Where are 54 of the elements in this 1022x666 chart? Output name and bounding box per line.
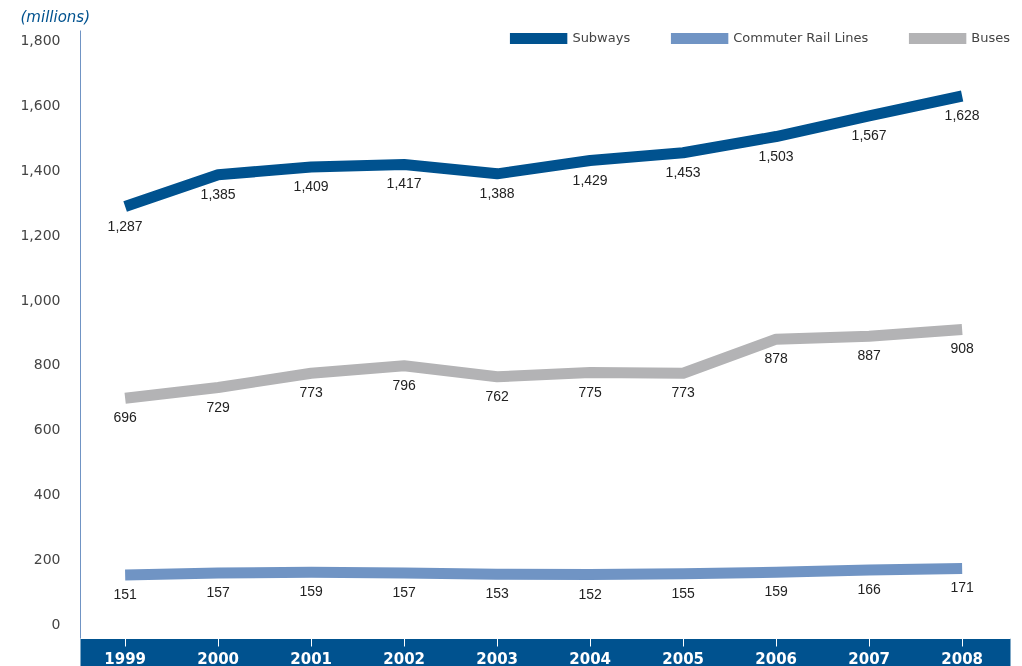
data-label: 773 — [671, 384, 696, 401]
x-tick-label: 2003 — [476, 649, 519, 666]
data-label: 1,503 — [758, 147, 794, 164]
data-label: 762 — [485, 387, 510, 404]
x-tick-label: 2004 — [569, 649, 612, 666]
y-axis-title: (millions) — [20, 7, 90, 26]
data-label: 1,453 — [665, 163, 701, 180]
data-label: 151 — [113, 585, 138, 602]
data-label: 878 — [764, 350, 789, 367]
data-label: 1,409 — [293, 178, 329, 195]
data-label: 887 — [857, 347, 882, 364]
data-label: 171 — [950, 579, 975, 596]
data-label: 155 — [671, 584, 696, 601]
y-tick-label: 1,600 — [20, 97, 61, 114]
data-label: 1,429 — [572, 171, 608, 188]
legend-label: Buses — [971, 30, 1010, 45]
data-label: 1,628 — [944, 107, 980, 123]
data-label: 1,287 — [107, 217, 143, 234]
x-tick-label: 2000 — [197, 649, 240, 666]
data-label: 166 — [857, 581, 882, 598]
x-tick-label: 2006 — [755, 649, 798, 666]
data-label: 157 — [392, 584, 417, 600]
y-tick-label: 1,400 — [20, 161, 61, 178]
legend-label: Commuter Rail Lines — [733, 30, 869, 45]
x-tick-label: 1999 — [104, 649, 147, 666]
x-tick-label: 2005 — [662, 649, 705, 666]
y-tick-label: 400 — [33, 486, 61, 503]
x-tick-label: 2007 — [848, 649, 891, 666]
data-label: 908 — [950, 340, 975, 357]
y-tick-label: 1,800 — [20, 32, 61, 49]
data-label: 152 — [578, 585, 603, 602]
data-label: 153 — [485, 585, 510, 602]
data-label: 796 — [392, 376, 417, 393]
data-label: 159 — [764, 583, 789, 600]
y-tick-label: 1,200 — [20, 226, 61, 243]
x-tick-label: 2002 — [383, 649, 426, 666]
y-tick-label: 800 — [33, 356, 61, 373]
y-tick-label: 200 — [33, 551, 61, 568]
data-label: 773 — [299, 384, 324, 401]
data-label: 157 — [206, 584, 231, 600]
data-label: 1,417 — [386, 175, 422, 192]
y-tick-label: 0 — [51, 615, 61, 632]
y-tick-label: 1,000 — [20, 291, 61, 308]
data-label: 159 — [299, 583, 324, 600]
data-label: 729 — [206, 398, 231, 415]
data-label: 1,567 — [851, 126, 887, 143]
data-label: 696 — [113, 409, 138, 426]
data-label: 1,388 — [479, 184, 515, 201]
y-tick-label: 600 — [33, 421, 61, 438]
data-label: 1,385 — [200, 185, 236, 202]
x-tick-label: 2001 — [290, 649, 333, 666]
legend-label: Subways — [572, 30, 631, 45]
data-label: 775 — [578, 383, 603, 400]
x-tick-label: 2008 — [941, 649, 984, 666]
